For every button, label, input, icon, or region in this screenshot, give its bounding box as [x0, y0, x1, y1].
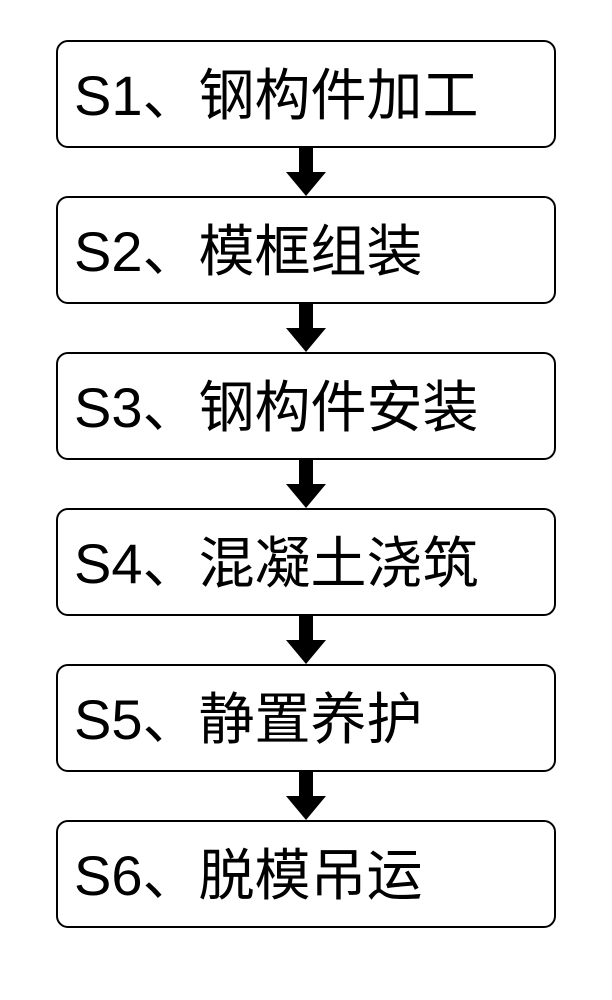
arrow-down-icon	[286, 148, 326, 196]
arrow-shaft	[299, 772, 313, 796]
flow-step-4: S4、混凝土浇筑	[56, 508, 556, 616]
arrow-down-icon	[286, 772, 326, 820]
arrow-down-icon	[286, 616, 326, 664]
arrow-shaft	[299, 148, 313, 172]
flow-step-6: S6、脱模吊运	[56, 820, 556, 928]
arrow-head	[286, 796, 326, 820]
arrow-down-icon	[286, 460, 326, 508]
arrow-head	[286, 172, 326, 196]
arrow-shaft	[299, 304, 313, 328]
arrow-head	[286, 484, 326, 508]
flow-step-2: S2、模框组装	[56, 196, 556, 304]
arrow-down-icon	[286, 304, 326, 352]
flow-step-3: S3、钢构件安装	[56, 352, 556, 460]
flowchart-container: S1、钢构件加工 S2、模框组装 S3、钢构件安装 S4、混凝土浇筑 S5、静置养护 S6…	[0, 0, 612, 928]
arrow-shaft	[299, 460, 313, 484]
flow-step-5: S5、静置养护	[56, 664, 556, 772]
flow-step-1: S1、钢构件加工	[56, 40, 556, 148]
arrow-shaft	[299, 616, 313, 640]
arrow-head	[286, 640, 326, 664]
arrow-head	[286, 328, 326, 352]
